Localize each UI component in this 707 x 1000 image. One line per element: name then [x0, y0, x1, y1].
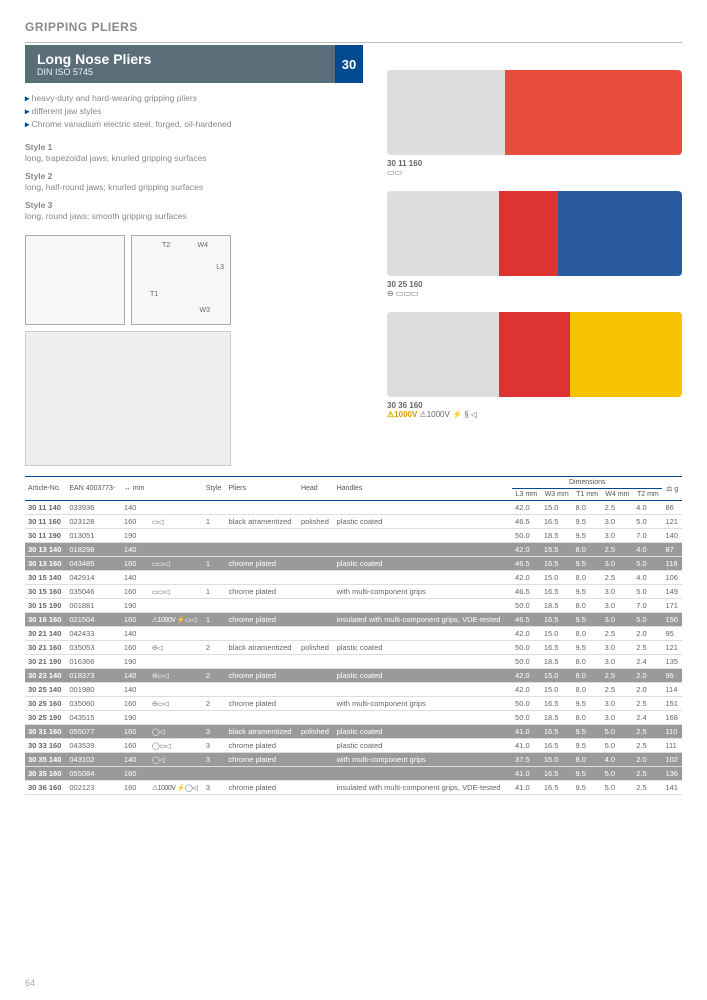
- table-row: 30 21 19001636619050.018.58.03.02.4135: [25, 655, 682, 669]
- table-row: 30 31 160055077160◯◁3black atramentizedp…: [25, 725, 682, 739]
- th-pliers: Pliers: [226, 477, 298, 501]
- product-image: [387, 312, 682, 397]
- page-number: 64: [25, 978, 35, 988]
- label-t2: T2: [162, 242, 170, 249]
- table-row: 30 13 14001829814042.015.58.02.54.087: [25, 543, 682, 557]
- product-subtitle: DIN ISO 5745: [37, 67, 323, 77]
- table-row: 30 23 140018373140⊖▭◁2chrome platedplast…: [25, 669, 682, 683]
- th-article: Article-No.: [25, 477, 66, 501]
- series-badge: 30: [335, 45, 363, 83]
- table-row: 30 21 14004243314042.015.08.02.52.095: [25, 627, 682, 641]
- diagram-photo: [25, 235, 125, 325]
- table-row: 30 11 160023128160▭◁1black atramentizedp…: [25, 515, 682, 529]
- product-caption: 30 11 160▭▭: [387, 159, 682, 177]
- table-row: 30 33 160043539160◯▭◁3chrome platedplast…: [25, 739, 682, 753]
- table-row: 30 25 160035060160⊖▭◁2chrome platedwith …: [25, 697, 682, 711]
- table-row: 30 15 14004291414042.015.08.02.54.0106: [25, 571, 682, 585]
- diagram-tech: T2 W4 L3 T1 W3: [131, 235, 231, 325]
- table-row: 30 16 160021504160⚠1000V ⚡▭◁1chrome plat…: [25, 613, 682, 627]
- category-title: GRIPPING PLIERS: [25, 20, 682, 34]
- table-row: 30 25 19004351519050.018.58.03.02.4168: [25, 711, 682, 725]
- product-caption: 30 25 160⊖ ▭▭▭: [387, 280, 682, 298]
- th-w3: W3 mm: [541, 489, 573, 501]
- product-image: [387, 191, 682, 276]
- table-row: 30 35 140043102140◯◁3chrome platedwith m…: [25, 753, 682, 767]
- label-w3: W3: [200, 307, 211, 314]
- product-images: 30 11 160▭▭ 30 25 160⊖ ▭▭▭ 30 36 160⚠1000V…: [387, 70, 682, 433]
- product-caption: 30 36 160⚠1000V ⚠1000V ⚡ § ◁: [387, 401, 682, 419]
- th-head: Head: [298, 477, 334, 501]
- th-t1: T1 mm: [572, 489, 601, 501]
- table-row: 30 36 160002123160⚠1000V ⚡◯◁3chrome plat…: [25, 781, 682, 795]
- table-row: 30 15 19000188119050.018.58.03.07.0171: [25, 599, 682, 613]
- table-row: 30 13 160043485160▭▭◁1chrome platedplast…: [25, 557, 682, 571]
- title-band: Long Nose Pliers DIN ISO 5745 30: [25, 45, 335, 83]
- th-l3: L3 mm: [512, 489, 541, 501]
- th-len: ↔ mm: [121, 477, 149, 501]
- label-l3: L3: [216, 264, 224, 271]
- th-dimgroup: Dimensions: [512, 477, 662, 489]
- th-w4: W4 mm: [602, 489, 634, 501]
- th-style: Style: [203, 477, 226, 501]
- table-row: 30 25 14000198014042.015.08.02.52.0114: [25, 683, 682, 697]
- product-image: [387, 70, 682, 155]
- product-title: Long Nose Pliers: [37, 51, 323, 67]
- th-icons: [149, 477, 203, 501]
- th-handles: Handles: [334, 477, 512, 501]
- table-row: 30 15 160035046160▭▭◁1chrome platedwith …: [25, 585, 682, 599]
- divider: [25, 42, 682, 43]
- spec-table: Article-No. EAN 4003773- ↔ mm Style Plie…: [25, 476, 682, 795]
- th-t2: T2 mm: [633, 489, 662, 501]
- usage-photo: [25, 331, 231, 466]
- table-row: 30 21 160035053160⊖◁2black atramentizedp…: [25, 641, 682, 655]
- label-w4: W4: [198, 242, 209, 249]
- table-row: 30 35 16005508416041.016.59.55.02.5136: [25, 767, 682, 781]
- th-wt: ⚖ g: [662, 477, 682, 501]
- th-ean: EAN 4003773-: [66, 477, 121, 501]
- table-row: 30 11 14003393614042.015.08.02.54.086: [25, 501, 682, 515]
- table-row: 30 11 19001305119050.018.59.53.07.0140: [25, 529, 682, 543]
- label-t1: T1: [150, 291, 158, 298]
